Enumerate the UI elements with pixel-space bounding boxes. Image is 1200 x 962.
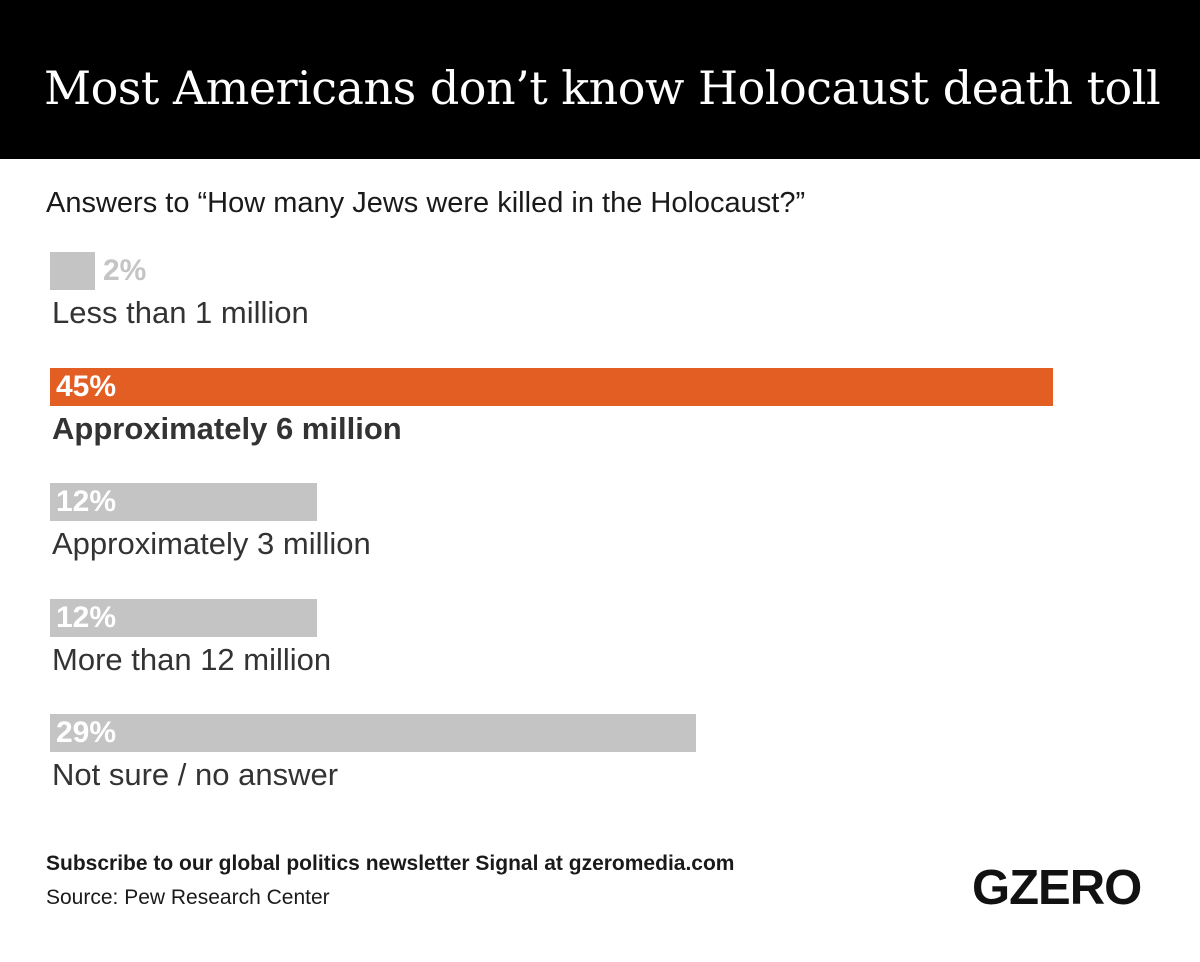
value-label-less-than-1-million: 2% xyxy=(103,254,147,287)
chart-subtitle: Answers to “How many Jews were killed in… xyxy=(46,187,806,219)
bar-approximately-6-million xyxy=(50,368,1053,406)
value-label-approximately-3-million: 12% xyxy=(56,485,117,518)
category-label-not-sure-no-answer: Not sure / no answer xyxy=(52,757,339,792)
bar-approximately-3-million xyxy=(50,483,317,521)
newsletter-link[interactable]: Subscribe to our global politics newslet… xyxy=(46,852,735,875)
gzero-logo: GZERO xyxy=(972,861,1142,915)
value-label-not-sure-no-answer: 29% xyxy=(56,716,117,749)
bar-more-than-12-million xyxy=(50,599,317,637)
category-label-more-than-12-million: More than 12 million xyxy=(52,642,332,677)
value-label-more-than-12-million: 12% xyxy=(56,601,117,634)
category-label-approximately-6-million: Approximately 6 million xyxy=(52,411,402,446)
source-note: Source: Pew Research Center xyxy=(46,886,330,909)
bar-less-than-1-million xyxy=(50,252,95,290)
chart-title: Most Americans don’t know Holocaust deat… xyxy=(44,61,1161,115)
category-label-approximately-3-million: Approximately 3 million xyxy=(52,526,371,561)
bar-not-sure-no-answer xyxy=(50,714,696,752)
header-banner: Most Americans don’t know Holocaust deat… xyxy=(0,0,1200,159)
value-label-approximately-6-million: 45% xyxy=(56,370,117,403)
category-label-less-than-1-million: Less than 1 million xyxy=(52,295,309,330)
